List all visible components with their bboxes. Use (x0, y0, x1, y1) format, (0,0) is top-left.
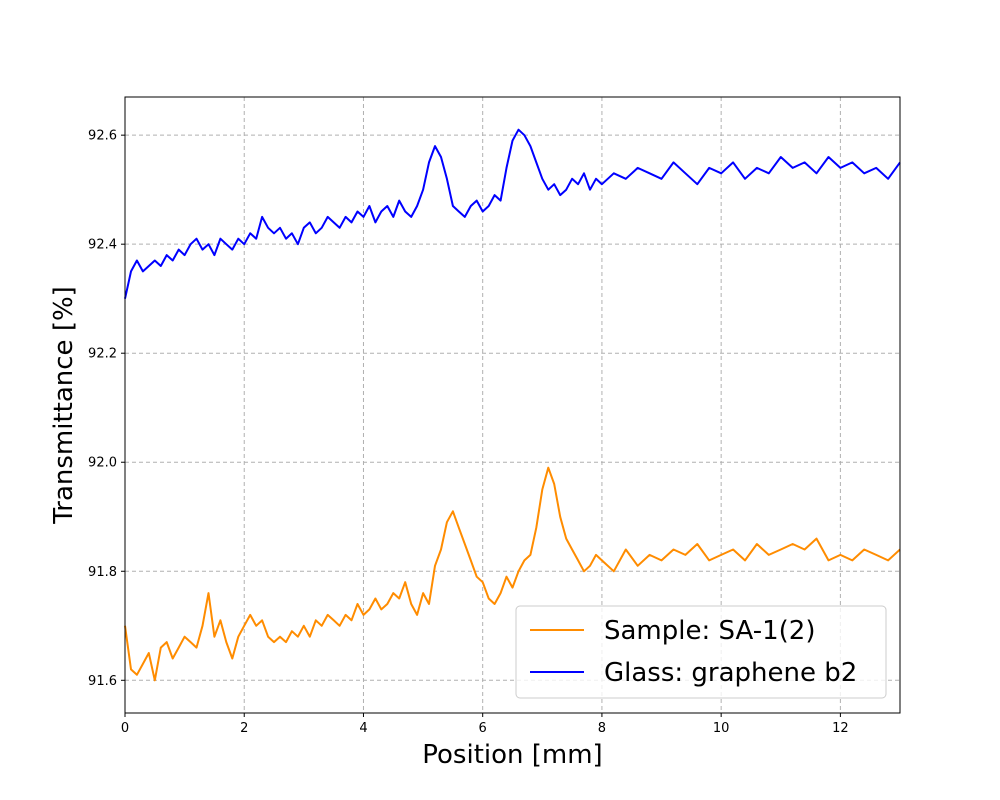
legend-label-glass: Glass: graphene b2 (604, 658, 857, 688)
y-axis-title: Transmittance [%] (49, 286, 79, 525)
legend-label-sample: Sample: SA-1(2) (604, 616, 815, 646)
x-tick-label: 10 (713, 721, 730, 736)
x-tick-label: 8 (598, 721, 606, 736)
x-tick-label: 6 (479, 721, 487, 736)
plot-series (124, 128, 901, 682)
x-tick-label: 12 (832, 721, 849, 736)
y-tick-label: 91.6 (88, 674, 117, 689)
series-line-glass (124, 128, 901, 299)
x-tick-label: 2 (240, 721, 248, 736)
x-tick-label: 4 (359, 721, 367, 736)
y-tick-label: 92.2 (88, 347, 117, 362)
legend-box (515, 605, 887, 699)
grid (124, 97, 900, 713)
series-line-sample (124, 466, 901, 682)
y-tick-label: 92.6 (88, 129, 117, 144)
legend: Sample: SA-1(2) Glass: graphene b2 (515, 605, 887, 699)
y-tick-label: 92.0 (88, 456, 117, 471)
x-tick-label: 0 (121, 721, 129, 736)
axis-ticks: 0 2 4 6 8 10 12 91.6 91.8 92.0 92.2 92.4 92.6 (88, 129, 849, 736)
plot-frame (124, 96, 901, 714)
x-axis-title: Position [mm] (422, 740, 602, 770)
y-tick-label: 91.8 (88, 565, 117, 580)
y-tick-label: 92.4 (88, 238, 117, 253)
